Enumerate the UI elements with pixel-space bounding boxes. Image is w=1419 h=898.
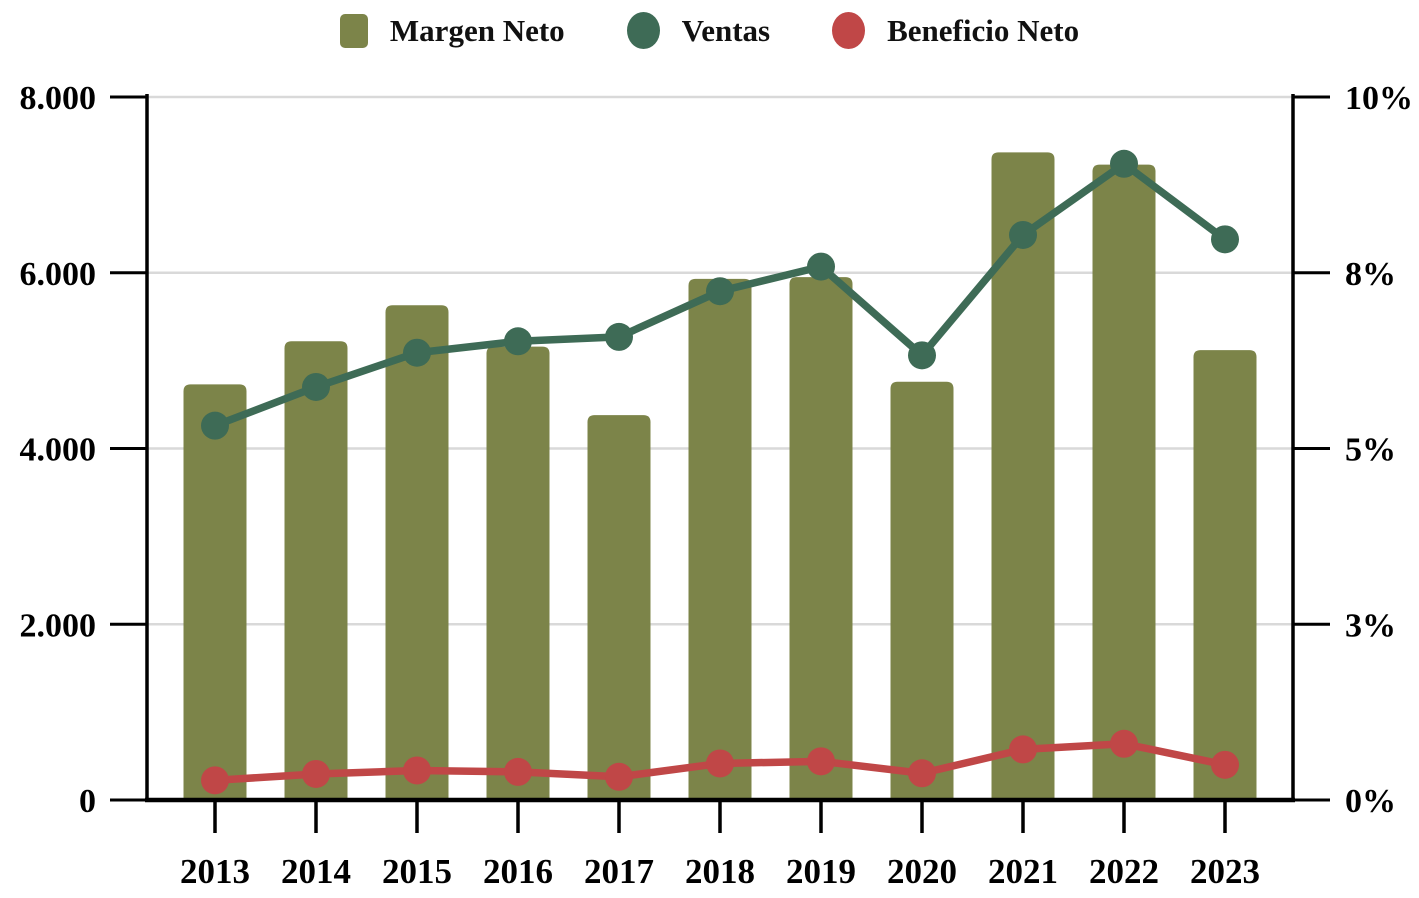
beneficio-neto-point-swatch-icon xyxy=(832,12,866,49)
svg-text:2018: 2018 xyxy=(685,852,755,891)
legend-label-beneficio-neto: Beneficio Neto xyxy=(887,12,1080,48)
svg-text:5%: 5% xyxy=(1345,432,1396,469)
svg-text:2021: 2021 xyxy=(988,852,1058,891)
svg-text:8.000: 8.000 xyxy=(20,80,97,117)
svg-text:2020: 2020 xyxy=(887,852,957,891)
svg-text:2.000: 2.000 xyxy=(20,607,97,644)
svg-text:2022: 2022 xyxy=(1089,852,1159,891)
chart-legend: Margen Neto Ventas Beneficio Neto xyxy=(0,12,1419,49)
svg-text:3%: 3% xyxy=(1345,607,1396,644)
svg-text:8%: 8% xyxy=(1345,256,1396,293)
svg-text:10%: 10% xyxy=(1345,80,1413,117)
legend-item-ventas[interactable]: Ventas xyxy=(626,12,771,49)
legend-item-margen-neto[interactable]: Margen Neto xyxy=(339,12,565,49)
svg-text:6.000: 6.000 xyxy=(20,256,97,293)
legend-label-ventas: Ventas xyxy=(681,12,771,48)
svg-text:4.000: 4.000 xyxy=(20,432,97,469)
svg-text:2016: 2016 xyxy=(483,852,553,891)
svg-text:0: 0 xyxy=(79,783,96,820)
svg-text:0%: 0% xyxy=(1345,783,1396,820)
svg-text:2015: 2015 xyxy=(382,852,452,891)
margen-neto-bar-swatch-icon xyxy=(339,13,368,48)
legend-label-margen-neto: Margen Neto xyxy=(389,12,565,48)
svg-text:2017: 2017 xyxy=(584,852,654,891)
ventas-point-swatch-icon xyxy=(626,12,660,49)
svg-text:2013: 2013 xyxy=(180,852,250,891)
svg-text:2019: 2019 xyxy=(786,852,856,891)
svg-text:2014: 2014 xyxy=(281,852,351,891)
legend-item-beneficio-neto[interactable]: Beneficio Neto xyxy=(832,12,1079,49)
svg-text:2023: 2023 xyxy=(1190,852,1260,891)
